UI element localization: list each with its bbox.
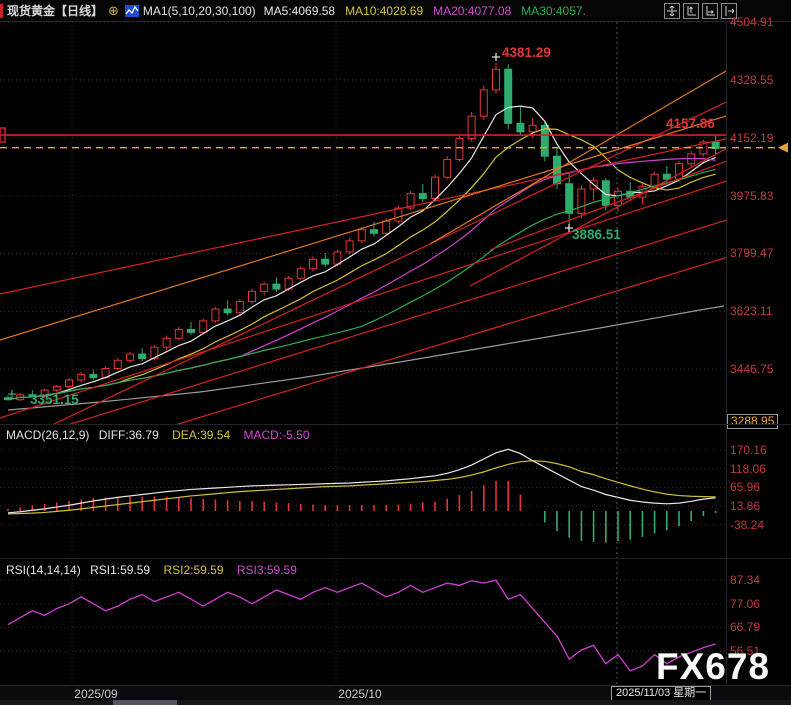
extreme-marker	[492, 53, 500, 61]
main-price-panel[interactable]	[4, 62, 725, 411]
ma30-line	[7, 168, 716, 401]
rsi-panel[interactable]	[7, 579, 716, 672]
clipped-price-tag	[0, 127, 6, 143]
y-axis-label: 3623.11	[730, 304, 773, 319]
axis-separator	[726, 22, 727, 684]
panel-divider-rsi	[0, 558, 791, 559]
y-axis-label: 13.86	[730, 499, 761, 514]
y-axis-label: 3975.83	[730, 188, 774, 203]
shift-right-icon[interactable]	[721, 3, 737, 19]
price-annotation: 4381.29	[502, 45, 551, 60]
diff-line	[7, 448, 716, 514]
macd-macd-value: MACD:-5.50	[243, 428, 310, 442]
price-annotation: 3886.51	[572, 227, 621, 242]
rsi-title: RSI(14,14,14)	[6, 563, 81, 577]
horizontal-scrollbar[interactable]	[0, 700, 791, 705]
macd-header-row: MACD(26,12,9) DIFF:36.79 DEA:39.54 MACD:…	[6, 428, 310, 442]
y-axis-label: 118.06	[730, 461, 766, 476]
crosshair-date-tooltip: 2025/11/03 星期一	[611, 686, 712, 701]
ma20-value: MA20:4077.08	[433, 3, 512, 18]
link-circle-plus-icon[interactable]: ⊕	[108, 2, 119, 18]
extreme-marker	[8, 390, 16, 398]
watermark-logo: FX678	[656, 646, 771, 687]
scrollbar-thumb[interactable]	[113, 700, 177, 705]
ma5-value: MA5:4069.58	[263, 3, 336, 18]
y-axis-label: 4328.55	[730, 72, 774, 87]
rsi2-value: RSI2:59.59	[163, 563, 224, 577]
dea-line	[7, 460, 716, 515]
extreme-marker	[565, 224, 573, 232]
ma100-line	[7, 305, 725, 411]
axis-boxed-label: 3288.95	[727, 414, 779, 429]
y-axis-label: 3799.47	[730, 246, 774, 261]
ma10-value: MA10:4028.69	[345, 3, 424, 18]
time-axis	[0, 685, 791, 701]
y-axis-label: 170.16	[730, 442, 767, 457]
rsi-line	[7, 579, 716, 672]
y-axis-label: 65.96	[730, 480, 761, 495]
ma10-line	[7, 128, 716, 401]
rsi3-value: RSI3:59.59	[236, 563, 297, 577]
macd-panel[interactable]	[7, 448, 717, 543]
rsi1-value: RSI1:59.59	[90, 563, 151, 577]
macd-title: MACD(26,12,9)	[6, 428, 90, 442]
ma5-line	[7, 105, 716, 401]
panel-divider-macd	[0, 424, 791, 425]
chart-type-icon[interactable]	[124, 4, 139, 17]
ma30-value: MA30:4057.	[521, 3, 586, 18]
chart-toolbar	[664, 3, 737, 19]
y-axis-label: 4504.91	[730, 15, 774, 29]
y-axis-label: 77.06	[730, 596, 761, 611]
header-bar: 现货黄金【日线】 ⊕ MA1(5,10,20,30,100) MA5:4069.…	[0, 0, 791, 22]
price-annotation: 4157.86	[666, 116, 715, 131]
macd-diff-value: DIFF:36.79	[98, 428, 159, 442]
macd-dea-value: DEA:39.54	[172, 428, 231, 442]
symbol-title: 现货黄金【日线】	[7, 4, 104, 18]
move-tool-icon[interactable]	[664, 3, 680, 19]
trendlines-group	[0, 69, 727, 424]
price-arrow-tag	[778, 142, 788, 153]
price-annotation: 3351.15	[30, 392, 79, 407]
y-axis-scale-icon[interactable]	[683, 3, 699, 19]
x-axis-label: 2025/10	[338, 687, 382, 701]
y-axis-label: 87.34	[730, 573, 761, 587]
y-axis-label: -38.24	[730, 517, 765, 532]
y-axis-label: 3446.75	[730, 362, 774, 377]
x-axis-label: 2025/09	[74, 687, 118, 701]
clipped-label-mark	[0, 3, 3, 18]
rsi-header-row: RSI(14,14,14) RSI1:59.59 RSI2:59.59 RSI3…	[6, 563, 297, 577]
y-axis-label: 66.79	[730, 620, 761, 635]
ma-settings-label: MA1(5,10,20,30,100)	[142, 3, 256, 18]
x-axis-scale-icon[interactable]	[702, 3, 718, 19]
y-axis-label: 56.51	[730, 644, 761, 659]
y-axis-label: 4152.19	[730, 130, 774, 145]
